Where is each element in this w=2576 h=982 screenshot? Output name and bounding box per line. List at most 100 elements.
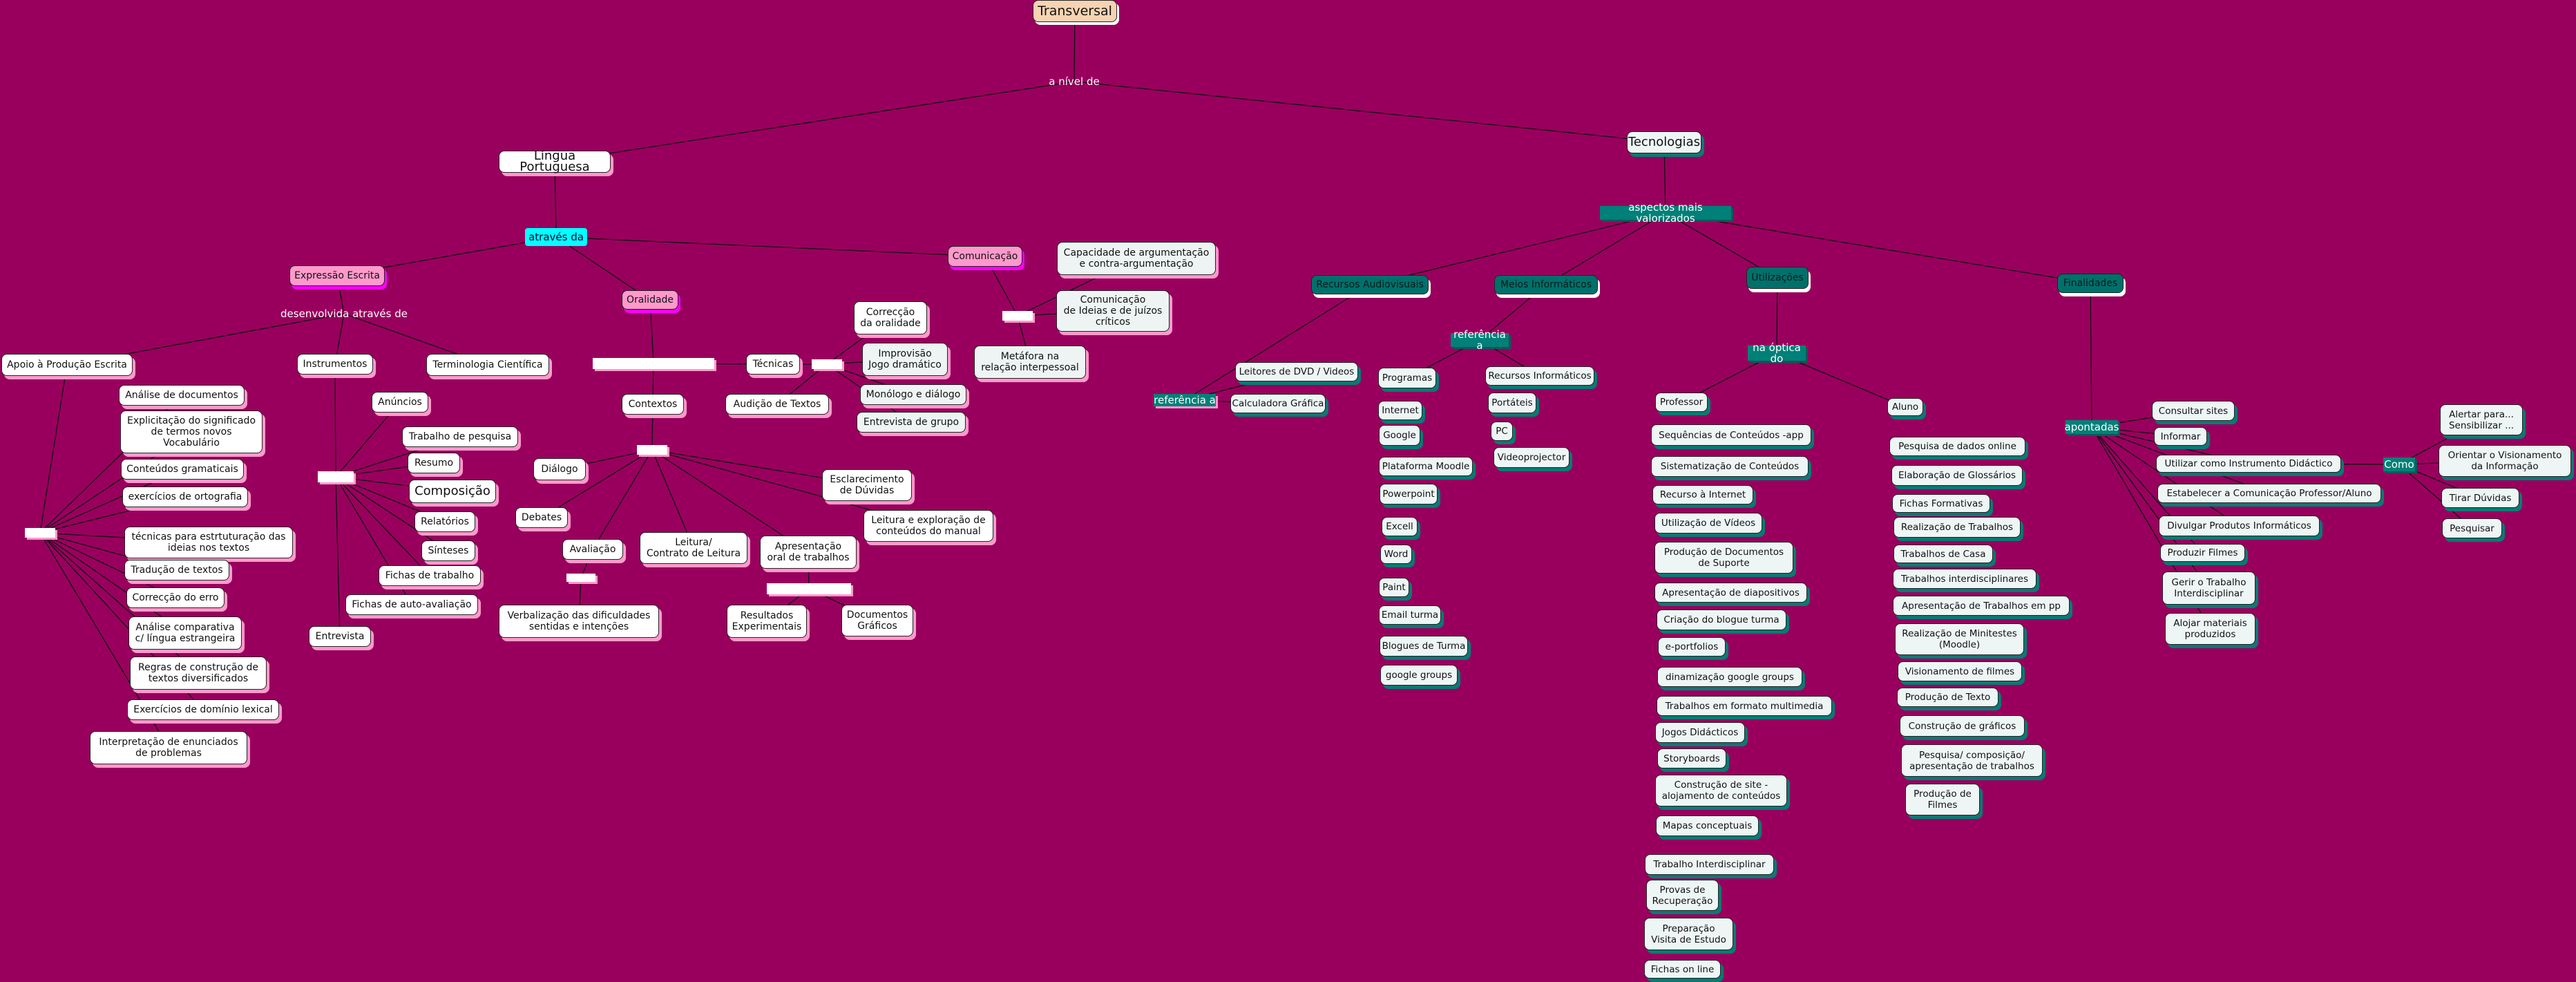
concept-debates[interactable]: Debates [515,507,568,528]
concept-paint[interactable]: Paint [1379,578,1409,597]
concept-p-mapas[interactable]: Mapas conceptuais [1656,815,1759,836]
concept-google[interactable]: Google [1379,425,1420,446]
concept-p-videos[interactable]: Utilização de Vídeos [1654,513,1762,534]
concept-professor[interactable]: Professor [1655,393,1708,412]
concept-f-alojar[interactable]: Alojar materiais produzidos [2165,613,2255,645]
linking-phrase-referencia-2[interactable]: referência a [1451,329,1509,351]
concept-contextos[interactable]: Contextos [622,394,684,415]
concept-finalidades[interactable]: Finalidades [2057,274,2124,293]
concept-excell[interactable]: Excell [1382,517,1418,536]
concept-p-sistematizacao[interactable]: Sistematização de Conteúdos [1651,456,1809,477]
concept-audicao[interactable]: Audição de Textos [725,394,829,415]
concept-p-sequencias[interactable]: Sequências de Conteúdos -app [1651,424,1811,446]
concept-transversal[interactable]: Transversal [1033,0,1117,22]
concept-leitores-dvd[interactable]: Leitores de DVD / Videos [1235,362,1358,381]
concept-correccao-oralidade[interactable]: Correcção da oralidade [854,301,927,334]
concept-portateis[interactable]: Portáteis [1488,393,1536,413]
concept-dominio-lexical[interactable]: Exercícios de domínio lexical [127,699,279,720]
concept-p-multimedia[interactable]: Trabalhos em formato multimedia [1657,696,1832,716]
concept-videoprojector[interactable]: Videoprojector [1494,447,1570,468]
concept-entrevista[interactable]: Entrevista [309,626,371,647]
concept-f-divulgar[interactable]: Divulgar Produtos Informáticos [2159,516,2320,536]
concept-p-producao-docs[interactable]: Produção de Documentos de Suporte [1654,542,1793,574]
concept-p-blogue[interactable]: Criação do blogue turma [1657,610,1786,630]
concept-regras-construcao[interactable]: Regras de construção de textos diversifi… [130,657,267,690]
concept-resumo[interactable]: Resumo [408,453,460,473]
concept-aluno[interactable]: Aluno [1887,398,1923,416]
concept-apresentacao-oral[interactable]: Apresentação oral de trabalhos [760,536,857,569]
concept-a-pp[interactable]: Apresentação de Trabalhos em pp [1893,596,2070,616]
concept-c-alertar[interactable]: Alertar para... Sensibilizar ... [2440,404,2523,435]
concept-recursos-av[interactable]: Recursos Audiovisuais [1311,275,1429,294]
concept-fichas-auto[interactable]: Fichas de auto-avaliação [345,594,478,615]
concept-explicitacao[interactable]: Explicitação do significado de termos no… [120,410,263,453]
linking-phrase-aspectos[interactable]: aspectos mais valorizados [1600,202,1731,224]
concept-documentos-graficos[interactable]: Documentos Gráficos [841,605,913,636]
concept-a-realizacao[interactable]: Realização de Trabalhos [1893,517,2021,538]
concept-terminologia[interactable]: Terminologia Científica [426,354,549,376]
concept-esclarecimento[interactable]: Esclarecimento de Dúvidas [822,469,912,501]
concept-tecnologias[interactable]: Tecnologias [1627,131,1701,153]
concept-recursos-inf[interactable]: Recursos Informáticos [1485,366,1594,386]
concept-f-estabelecer[interactable]: Estabelecer a Comunicação Professor/Alun… [2157,484,2381,503]
concept-metafora[interactable]: Metáfora na relação interpessoal [974,346,1086,379]
concept-verbalizacao[interactable]: Verbalização das dificuldades sentidas e… [499,605,659,638]
concept-p-visita[interactable]: Preparação Visita de Estudo [1644,918,1733,950]
concept-tecnicas-estruturacao[interactable]: técnicas para estrtuturação das ideias n… [124,527,293,558]
concept-powerpoint[interactable]: Powerpoint [1380,484,1438,504]
concept-traducao[interactable]: Tradução de textos [124,560,229,580]
linking-phrase-na-optica-do[interactable]: na óptica do [1748,342,1806,364]
concept-f-produzir[interactable]: Produzir Filmes [2160,544,2245,562]
concept-comunicacao[interactable]: Comunicação [948,246,1022,267]
concept-a-filmes[interactable]: Visionamento de filmes [1898,661,2022,681]
concept-pc[interactable]: PC [1491,422,1513,441]
concept-email[interactable]: Email turma [1379,605,1441,625]
concept-sinteses[interactable]: Sínteses [421,540,475,561]
concept-analise-documentos[interactable]: Análise de documentos [119,385,245,406]
concept-leitura-contrato[interactable]: Leitura/ Contrato de Leitura [640,532,747,564]
linking-phrase-desenvolvida-atraves-de[interactable]: desenvolvida através de [280,308,408,320]
concept-resultados[interactable]: Resultados Experimentais [727,605,807,638]
concept-a-minitestes[interactable]: Realização de Minitestes (Moodle) [1895,623,2024,655]
concept-p-provas[interactable]: Provas de Recuperação [1646,880,1719,911]
concept-p-diapositivos[interactable]: Apresentação de diapositivos [1654,583,1807,603]
concept-p-jogos[interactable]: Jogos Didácticos [1655,722,1745,743]
concept-p-dinamizacao[interactable]: dinamização google groups [1657,667,1802,687]
concept-avaliacao[interactable]: Avaliação [562,539,623,560]
linking-phrase-apontadas[interactable]: apontadas [2064,420,2119,434]
linking-phrase-a-nivel-de[interactable]: a nível de [1049,75,1100,88]
concept-expressao-escrita[interactable]: Expressão Escrita [289,265,385,286]
concept-p-interdisciplinar[interactable]: Trabalho Interdisciplinar [1645,854,1774,875]
concept-c-orientar[interactable]: Orientar o Visionamento da Informação [2439,445,2571,477]
concept-entrevista-grupo[interactable]: Entrevista de grupo [857,412,966,433]
concept-a-pesquisa[interactable]: Pesquisa de dados online [1889,437,2025,456]
concept-p-storyboards[interactable]: Storyboards [1657,748,1726,768]
concept-utilizacoes[interactable]: Utilizações [1746,267,1809,289]
concept-p-recurso-internet[interactable]: Recurso à Internet [1652,485,1753,504]
concept-a-casa[interactable]: Trabalhos de Casa [1893,545,1993,563]
concept-meios-inf[interactable]: Meios Informáticos [1494,275,1598,294]
concept-correccao-erro[interactable]: Correcção do erro [126,587,225,608]
concept-a-prod-filmes[interactable]: Produção de Filmes [1905,784,1980,815]
concept-c-tirar[interactable]: Tirar Dúvidas [2441,488,2519,508]
linking-phrase-como-tec[interactable]: Como [2383,457,2415,471]
concept-moodle[interactable]: Plataforma Moodle [1379,457,1473,476]
concept-f-consultar[interactable]: Consultar sites [2152,401,2235,421]
concept-improvisao[interactable]: Improvisão Jogo dramático [862,343,948,376]
linking-phrase-referencia-1[interactable]: referência a [1154,394,1216,406]
concept-ortografia[interactable]: exercícios de ortografia [122,487,248,507]
concept-p-eportfolios[interactable]: e-portfolios [1658,637,1726,657]
linking-phrase-atraves-da[interactable]: através da [525,228,587,246]
concept-a-composicao[interactable]: Pesquisa/ composição/ apresentação de tr… [1901,744,2043,777]
concept-programas[interactable]: Programas [1378,368,1436,388]
concept-word[interactable]: Word [1380,545,1412,564]
concept-anuncios[interactable]: Anúncios [372,392,428,413]
concept-google-groups[interactable]: google groups [1380,665,1458,686]
concept-a-graficos[interactable]: Construção de gráficos [1900,715,2025,737]
concept-internet[interactable]: Internet [1378,401,1422,420]
concept-conteudos-gramaticais[interactable]: Conteúdos gramaticais [121,459,244,480]
concept-trabalho-pesquisa[interactable]: Trabalho de pesquisa [402,426,518,447]
concept-p-site[interactable]: Construção de site - alojamento de conte… [1655,775,1787,806]
concept-leitura-exploracao[interactable]: Leitura e exploração de conteúdos do man… [864,510,993,542]
concept-a-interdisciplinares[interactable]: Trabalhos interdisciplinares [1893,569,2036,589]
